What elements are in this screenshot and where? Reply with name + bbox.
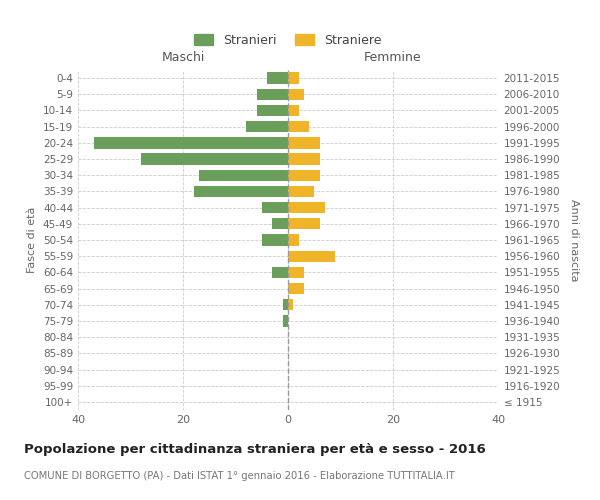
Bar xyxy=(141,154,288,164)
Bar xyxy=(288,105,299,116)
Text: COMUNE DI BORGETTO (PA) - Dati ISTAT 1° gennaio 2016 - Elaborazione TUTTITALIA.I: COMUNE DI BORGETTO (PA) - Dati ISTAT 1° … xyxy=(24,471,455,481)
Bar xyxy=(257,105,288,116)
Y-axis label: Anni di nascita: Anni di nascita xyxy=(569,198,578,281)
Bar xyxy=(288,202,325,213)
Bar xyxy=(193,186,288,197)
Bar xyxy=(288,137,320,148)
Bar xyxy=(288,186,314,197)
Text: Femmine: Femmine xyxy=(364,50,422,64)
Text: Maschi: Maschi xyxy=(161,50,205,64)
Bar xyxy=(272,218,288,230)
Bar xyxy=(288,88,304,100)
Bar xyxy=(246,121,288,132)
Bar xyxy=(272,266,288,278)
Bar xyxy=(283,316,288,326)
Text: Popolazione per cittadinanza straniera per età e sesso - 2016: Popolazione per cittadinanza straniera p… xyxy=(24,442,486,456)
Bar xyxy=(288,170,320,181)
Bar xyxy=(283,299,288,310)
Bar xyxy=(288,266,304,278)
Bar xyxy=(267,72,288,84)
Bar xyxy=(288,72,299,84)
Bar xyxy=(262,234,288,246)
Bar xyxy=(257,88,288,100)
Bar xyxy=(94,137,288,148)
Bar xyxy=(288,234,299,246)
Bar xyxy=(262,202,288,213)
Bar xyxy=(288,121,309,132)
Bar xyxy=(288,154,320,164)
Y-axis label: Fasce di età: Fasce di età xyxy=(28,207,37,273)
Legend: Stranieri, Straniere: Stranieri, Straniere xyxy=(190,28,386,52)
Bar xyxy=(288,218,320,230)
Bar xyxy=(288,250,335,262)
Bar xyxy=(199,170,288,181)
Bar xyxy=(288,299,293,310)
Bar xyxy=(288,283,304,294)
